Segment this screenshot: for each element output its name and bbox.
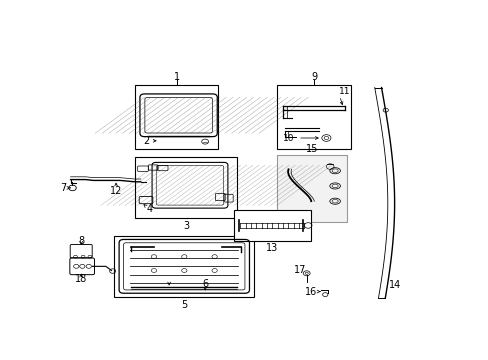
FancyBboxPatch shape [140,94,217,136]
Text: 10: 10 [282,134,294,143]
Text: 3: 3 [183,221,189,231]
Bar [114,236,254,297]
Bar [233,210,311,242]
Text: 14: 14 [388,280,400,290]
FancyBboxPatch shape [152,162,227,208]
Text: 8: 8 [78,235,84,246]
Text: 6: 6 [202,279,208,288]
Text: 15: 15 [305,144,318,153]
Bar [135,85,218,149]
Bar [135,157,237,218]
Text: 12: 12 [110,186,122,196]
Text: 11: 11 [338,87,349,96]
Text: 1: 1 [173,72,180,82]
Bar [277,85,350,149]
Text: 17: 17 [293,265,305,275]
Text: 4: 4 [146,204,152,214]
Text: 9: 9 [310,72,317,82]
Text: 16: 16 [305,287,317,297]
Text: 13: 13 [266,243,278,253]
Text: 18: 18 [75,274,87,284]
Text: 7: 7 [61,183,67,193]
Text: 2: 2 [143,136,149,146]
Text: 5: 5 [181,300,187,310]
Bar [277,156,346,222]
